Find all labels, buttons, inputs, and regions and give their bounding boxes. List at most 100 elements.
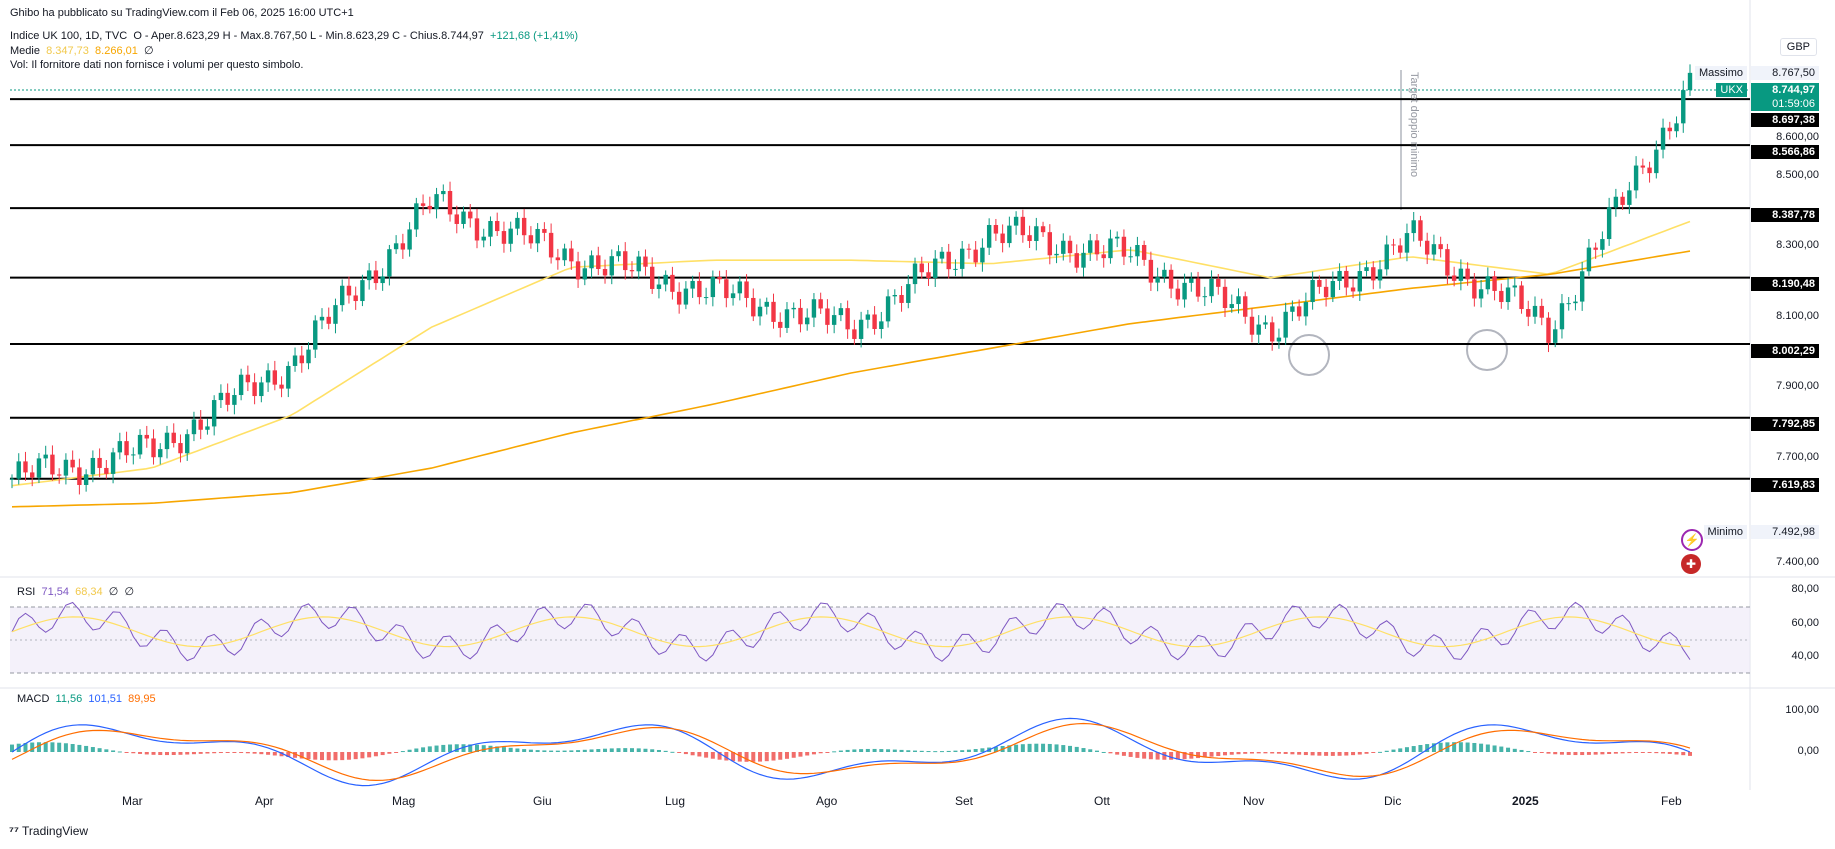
uk-flag-icon[interactable]: ✚ xyxy=(1681,554,1701,574)
candle-body-203 xyxy=(1377,269,1383,281)
macd-hist-bar-174 xyxy=(1182,752,1187,760)
macd-hist-bar-231 xyxy=(1566,752,1571,755)
candle-body-81 xyxy=(555,257,561,261)
lightning-icon[interactable]: ⚡ xyxy=(1681,529,1703,551)
macd-hist-bar-120 xyxy=(818,752,823,754)
axis-label-8500: 8.500,00 xyxy=(1776,169,1819,181)
candle-body-249 xyxy=(1687,72,1693,91)
candle-body-209 xyxy=(1418,220,1423,241)
macd-hist-bar-29 xyxy=(205,752,210,754)
macd-hist-bar-133 xyxy=(906,750,911,752)
candle-body-169 xyxy=(1148,259,1154,283)
double-bottom-circle-2[interactable] xyxy=(1466,329,1508,371)
candle-body-180 xyxy=(1222,286,1228,308)
tradingview-logo[interactable]: ⁷⁷ TradingView xyxy=(9,824,88,838)
candle-body-61 xyxy=(420,203,426,206)
candle-body-77 xyxy=(528,235,534,244)
macd-hist-bar-131 xyxy=(892,749,897,752)
candle-body-60 xyxy=(414,203,419,230)
candle-body-243 xyxy=(1647,167,1652,174)
moving-averages-legend[interactable]: Medie 8.347,73 8.266,01 ∅ xyxy=(10,44,154,57)
macd-hist-bar-54 xyxy=(373,752,378,757)
candle-body-117 xyxy=(798,307,803,325)
macd-hist-bar-25 xyxy=(178,752,183,755)
candle-body-91 xyxy=(623,251,628,271)
macd-legend[interactable]: MACD 11,56 101,51 89,95 xyxy=(17,693,156,705)
candle-body-56 xyxy=(387,249,392,277)
candle-body-53 xyxy=(366,270,372,281)
rsi-label: RSI xyxy=(17,586,36,598)
candle-body-151 xyxy=(1027,235,1032,241)
candle-body-182 xyxy=(1236,296,1241,305)
axis-label-8600: 8.600,00 xyxy=(1776,131,1819,143)
macd-hist-bar-243 xyxy=(1647,752,1652,753)
macd-hist-bar-96 xyxy=(656,749,661,752)
macd-hist-bar-81 xyxy=(555,750,560,752)
macd-hist-bar-230 xyxy=(1559,752,1564,755)
target-annotation[interactable]: Target doppio minimo xyxy=(1408,72,1420,178)
macd-hist-bar-38 xyxy=(266,752,271,755)
macd-hist-bar-194 xyxy=(1317,752,1322,756)
candle-body-101 xyxy=(690,280,695,289)
macd-hist-bar-24 xyxy=(171,752,176,755)
candle-body-211 xyxy=(1431,244,1437,255)
macd-hist-bar-62 xyxy=(427,746,432,752)
macd-hist-bar-238 xyxy=(1613,752,1618,754)
macd-hist-bar-134 xyxy=(913,750,918,752)
double-bottom-circle-1[interactable] xyxy=(1288,334,1330,376)
macd-hist-bar-164 xyxy=(1115,752,1120,755)
candle-body-38 xyxy=(265,370,271,383)
macd-hist-bar-110 xyxy=(751,752,756,762)
axis-label-8300: 8.300,00 xyxy=(1776,239,1819,251)
macd-hist-bar-205 xyxy=(1391,749,1396,752)
macd-hist-bar-200 xyxy=(1357,752,1362,755)
candle-body-8 xyxy=(63,459,69,476)
macd-hist-bar-17 xyxy=(124,752,129,753)
month-mag: Mag xyxy=(392,794,416,808)
candle-body-237 xyxy=(1606,207,1612,240)
macd-axis-100: 100,00 xyxy=(1785,704,1819,716)
candle-body-141 xyxy=(959,248,965,269)
macd-hist-bar-180 xyxy=(1223,752,1228,756)
currency-button[interactable]: GBP xyxy=(1779,38,1817,56)
rsi-legend[interactable]: RSI 71,54 68,34 ∅ ∅ xyxy=(17,585,134,598)
min-value: 7.492,98 xyxy=(1751,525,1819,539)
candle-body-64 xyxy=(441,190,446,195)
published-note: Ghibo ha pubblicato su TradingView.com i… xyxy=(10,7,354,19)
macd-hist-bar-197 xyxy=(1337,752,1342,756)
candle-body-140 xyxy=(953,268,958,270)
macd-hist-bar-246 xyxy=(1667,752,1672,754)
candle-body-84 xyxy=(575,261,581,280)
macd-hist-bar-216 xyxy=(1465,742,1470,752)
macd-hist-bar-128 xyxy=(872,748,877,752)
candle-body-214 xyxy=(1451,275,1457,281)
candle-body-247 xyxy=(1674,123,1679,132)
macd-hist-bar-101 xyxy=(690,752,695,756)
macd-hist-bar-232 xyxy=(1573,752,1578,756)
symbol-tag[interactable]: UKX xyxy=(1716,83,1747,97)
candle-body-20 xyxy=(144,434,149,439)
candle-body-62 xyxy=(427,205,433,210)
candle-body-87 xyxy=(596,255,601,269)
macd-hist-bar-249 xyxy=(1688,752,1692,756)
macd-hist-bar-132 xyxy=(899,749,904,752)
macd-hist-bar-8 xyxy=(63,743,68,752)
candle-body-107 xyxy=(730,293,736,299)
macd-hist-bar-139 xyxy=(946,750,951,752)
candle-body-9 xyxy=(70,459,75,468)
macd-hist-bar-217 xyxy=(1472,742,1477,752)
candle-body-244 xyxy=(1654,149,1659,174)
candle-body-197 xyxy=(1337,270,1342,281)
candle-body-31 xyxy=(218,392,224,401)
macd-hist-bar-70 xyxy=(481,745,486,752)
level-tag-8697: 8.697,38 xyxy=(1751,113,1819,127)
macd-hist-bar-113 xyxy=(771,752,776,761)
candle-body-69 xyxy=(474,218,480,241)
candle-body-92 xyxy=(629,270,635,272)
candle-body-189 xyxy=(1283,311,1288,338)
candle-body-193 xyxy=(1310,280,1315,303)
ma50-value: 8.347,73 xyxy=(46,45,89,57)
macd-hist-bar-117 xyxy=(798,752,803,757)
macd-hist-bar-115 xyxy=(784,752,789,759)
